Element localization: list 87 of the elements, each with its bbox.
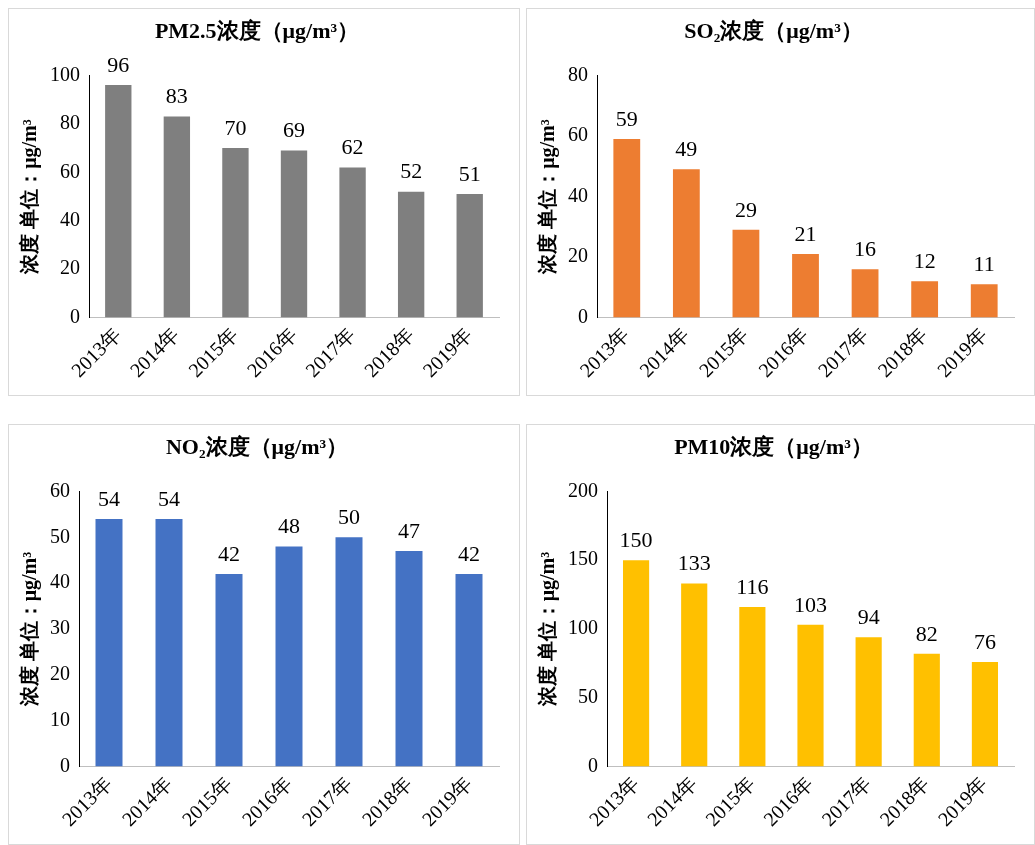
data-label: 42 xyxy=(458,540,480,566)
bar xyxy=(971,662,999,767)
bar xyxy=(222,148,249,318)
data-label: 150 xyxy=(619,526,653,552)
y-tick-label: 20 xyxy=(50,662,70,685)
y-tick-label: 0 xyxy=(60,753,70,776)
y-tick-label: 0 xyxy=(70,304,80,327)
y-tick-label: 80 xyxy=(568,62,588,85)
y-tick-label: 50 xyxy=(50,524,70,547)
data-label: 11 xyxy=(973,251,995,277)
bar xyxy=(395,551,423,767)
bar xyxy=(105,85,132,318)
y-tick-label: 50 xyxy=(578,685,598,708)
data-label: 59 xyxy=(615,105,638,131)
data-label: 12 xyxy=(913,248,936,274)
data-label: 70 xyxy=(224,114,247,140)
y-axis-title: 浓度 单位：μg/m³ xyxy=(18,551,42,708)
data-label: 69 xyxy=(283,117,305,143)
bar xyxy=(913,653,940,767)
chart-title: PM10浓度（μg/m³） xyxy=(674,433,873,459)
data-label: 62 xyxy=(341,134,364,160)
y-tick-label: 20 xyxy=(60,256,80,279)
bar xyxy=(797,624,824,767)
y-tick-label: 60 xyxy=(568,123,588,146)
data-label: 103 xyxy=(794,591,827,617)
y-tick-label: 30 xyxy=(50,616,70,639)
bar xyxy=(792,254,819,318)
data-label: 50 xyxy=(338,504,360,530)
data-label: 116 xyxy=(736,573,769,599)
bar xyxy=(970,284,998,318)
data-label: 48 xyxy=(278,513,300,539)
bar xyxy=(155,518,183,767)
y-tick-label: 100 xyxy=(50,62,80,85)
data-label: 49 xyxy=(675,136,698,162)
bar xyxy=(739,606,766,767)
y-axis-title: 浓度 单位：μg/m³ xyxy=(536,551,560,708)
bar xyxy=(622,560,650,767)
bar xyxy=(397,191,425,318)
bar xyxy=(215,573,243,767)
y-tick-label: 80 xyxy=(60,111,80,134)
y-tick-label: 40 xyxy=(50,570,70,593)
y-tick-label: 20 xyxy=(568,244,588,267)
bar xyxy=(339,167,366,318)
y-tick-label: 150 xyxy=(568,547,598,570)
bar xyxy=(681,583,708,767)
data-label: 96 xyxy=(107,51,130,77)
data-label: 47 xyxy=(398,517,420,543)
data-label: 94 xyxy=(857,604,880,630)
y-axis-title: 浓度 单位：μg/m³ xyxy=(536,119,560,275)
bar xyxy=(456,194,483,318)
data-label: 54 xyxy=(98,485,120,511)
data-label: 21 xyxy=(794,220,817,246)
y-tick-label: 10 xyxy=(50,707,70,730)
bar xyxy=(855,637,882,767)
data-label: 82 xyxy=(915,620,938,646)
bar xyxy=(732,229,760,318)
data-label: 16 xyxy=(854,235,877,261)
y-tick-label: 60 xyxy=(60,159,80,182)
y-tick-label: 200 xyxy=(568,478,598,501)
bar xyxy=(613,138,641,318)
chart-title: SO₂浓度（μg/m³） xyxy=(684,17,863,43)
chart-title: NO₂浓度（μg/m³） xyxy=(165,433,349,459)
bar xyxy=(95,518,123,767)
y-tick-label: 60 xyxy=(50,478,70,501)
y-tick-label: 0 xyxy=(578,304,588,327)
bar xyxy=(335,537,363,767)
y-tick-label: 0 xyxy=(588,753,598,776)
data-label: 42 xyxy=(218,540,240,566)
data-label: 51 xyxy=(458,160,481,186)
y-tick-label: 100 xyxy=(568,616,598,639)
bar xyxy=(163,116,191,318)
data-label: 52 xyxy=(400,158,423,184)
data-label: 29 xyxy=(734,196,757,222)
data-label: 83 xyxy=(165,83,188,109)
y-axis-title: 浓度 单位：μg/m³ xyxy=(18,119,42,275)
bar xyxy=(275,546,303,767)
y-tick-label: 40 xyxy=(568,183,588,206)
bar xyxy=(672,169,700,318)
bar xyxy=(911,281,939,318)
data-label: 54 xyxy=(158,485,180,511)
y-tick-label: 40 xyxy=(60,207,80,230)
bar xyxy=(851,269,879,318)
chart-title: PM2.5浓度（μg/m³） xyxy=(154,17,360,43)
bar xyxy=(455,573,483,767)
data-label: 76 xyxy=(973,628,996,654)
data-label: 133 xyxy=(677,550,711,576)
bar xyxy=(280,150,308,318)
